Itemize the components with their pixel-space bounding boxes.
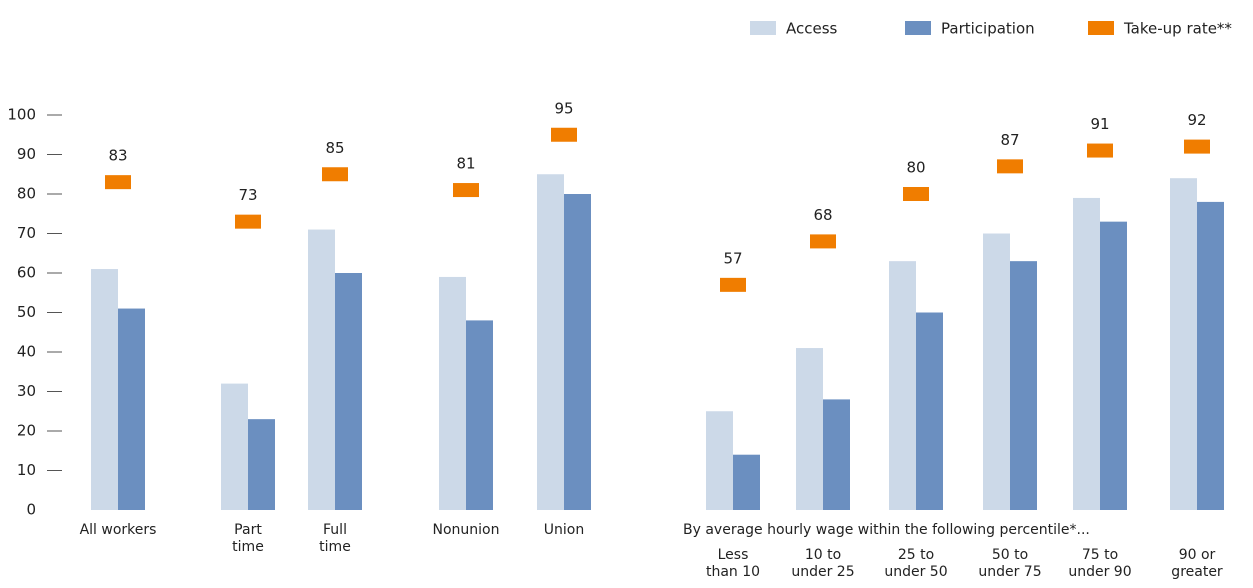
bar [916,312,943,510]
x-tick-label: All workers [79,522,157,538]
x-tick-label: Full time [319,522,351,555]
take-up-marker [322,167,348,182]
bar [221,383,248,510]
y-tick-label: 60 [17,264,36,282]
data-label: 83 [108,147,127,165]
bar [706,411,733,510]
legend-swatch [905,21,931,35]
take-up-marker [551,127,577,142]
data-label: 68 [813,206,832,224]
data-label: 91 [1090,115,1109,133]
legend-swatch [750,21,776,35]
y-tick-label: 80 [17,185,36,203]
data-label: 73 [238,186,257,204]
data-label: 85 [325,139,344,157]
x-tick-label: 90 or greater [1171,547,1223,580]
bar [1197,201,1224,510]
data-label: 80 [906,159,925,177]
take-up-marker [903,187,929,201]
data-label: 95 [554,99,573,117]
y-tick-label: 20 [17,422,36,440]
bar [308,229,335,511]
bar [118,308,145,510]
take-up-marker [105,175,131,190]
x-tick-label: Part time [232,522,264,555]
x-tick-label: Nonunion [432,522,500,538]
x-tick-label: Union [543,522,585,538]
x-tick-label: 75 to under 90 [1068,547,1132,580]
bar [823,399,850,510]
bar [1100,221,1127,510]
data-label: 87 [1000,131,1019,149]
take-up-marker [453,183,479,198]
y-tick-label: 90 [17,145,36,163]
bar [91,269,118,510]
bar [466,320,493,510]
take-up-marker [1087,143,1113,158]
bar [1073,197,1100,510]
take-up-marker [235,214,261,229]
x-tick-label: 50 to under 75 [978,547,1042,580]
take-up-marker [720,277,746,292]
take-up-marker [1184,139,1210,154]
bar [796,348,823,510]
y-tick-label: 10 [17,461,36,479]
bar [537,174,564,510]
bar [889,261,916,510]
take-up-marker [997,159,1023,174]
y-tick-label: 0 [26,501,36,519]
data-label: 92 [1187,111,1206,129]
legend-swatch [1088,21,1114,35]
bar [564,194,591,510]
y-tick-label: 100 [7,106,36,124]
bar [248,419,275,510]
y-tick-label: 50 [17,303,36,321]
y-tick-label: 70 [17,224,36,242]
bar [983,233,1010,510]
bar [335,273,362,510]
y-tick-label: 30 [17,382,36,400]
x-tick-label: 10 to under 25 [791,547,855,580]
legend-label: Take-up rate** [1123,20,1232,38]
bar [733,454,760,510]
group-label: By average hourly wage within the follow… [683,522,1090,538]
legend-label: Participation [941,20,1035,38]
data-label: 57 [723,249,742,267]
take-up-marker [810,234,836,249]
x-tick-label: 25 to under 50 [884,547,948,580]
y-tick-label: 40 [17,343,36,361]
bar [1010,261,1037,510]
legend-label: Access [786,20,838,38]
data-label: 81 [456,155,475,173]
x-tick-label: Less than 10 [705,547,761,580]
bar [439,276,466,510]
bar [1170,178,1197,510]
